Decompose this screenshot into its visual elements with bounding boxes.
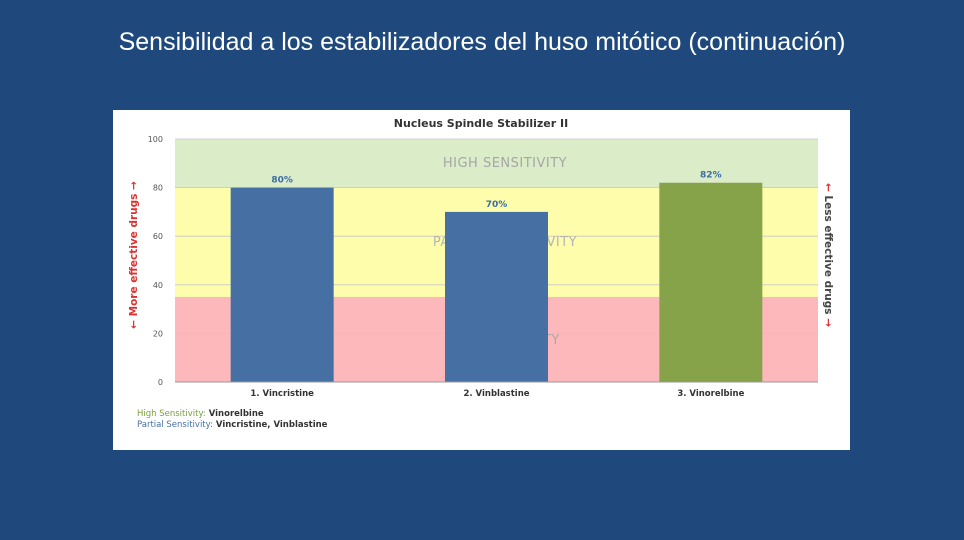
axes: 0 20 40 60 80 100 1. Vincristine 2. Vinblastine… — [148, 135, 818, 399]
right-side-label: ← Less effective drugs → — [822, 183, 834, 327]
bar-3 — [659, 182, 763, 382]
bar-chart: Nucleus Spindle Stabilizer II HIGH SENSI… — [128, 117, 834, 399]
bar-value-label: 82% — [700, 171, 722, 181]
bar-2 — [445, 211, 548, 382]
footnote-partial-key: Partial Sensitivity: — [137, 420, 213, 430]
footnote-partial-value: Vincristine, Vinblastine — [215, 420, 328, 430]
y-tick-label: 0 — [158, 378, 163, 387]
x-category-label: 1. Vincristine — [250, 389, 314, 399]
bar-value-label: 80% — [271, 176, 293, 186]
y-tick-label: 100 — [148, 135, 163, 144]
chart-card: Nucleus Spindle Stabilizer II HIGH SENSI… — [113, 110, 850, 450]
chart-title: Nucleus Spindle Stabilizer II — [394, 117, 568, 130]
y-tick-label: 80 — [153, 184, 163, 193]
x-category-label: 2. Vinblastine — [463, 389, 529, 399]
y-tick-label: 60 — [153, 232, 163, 241]
footnote-high-key: High Sensitivity: — [137, 409, 206, 419]
bar-1 — [230, 187, 334, 382]
band-high-sensitivity — [175, 139, 818, 188]
footnote-partial-sensitivity: Partial Sensitivity: Vincristine, Vinbla… — [137, 420, 327, 430]
bar-value-label: 70% — [486, 200, 508, 210]
left-side-label: ← More effective drugs → — [128, 181, 140, 329]
footnote-high-sensitivity: High Sensitivity: Vinorelbine — [137, 409, 264, 419]
slide-title: Sensibilidad a los estabilizadores del h… — [118, 28, 846, 56]
band-label: HIGH SENSITIVITY — [443, 156, 567, 171]
y-tick-label: 40 — [153, 281, 163, 290]
footnote-high-value: Vinorelbine — [208, 409, 264, 419]
x-category-label: 3. Vinorelbine — [677, 389, 744, 399]
bars: 80% 70% 82% — [230, 171, 763, 382]
y-tick-label: 20 — [153, 329, 163, 338]
